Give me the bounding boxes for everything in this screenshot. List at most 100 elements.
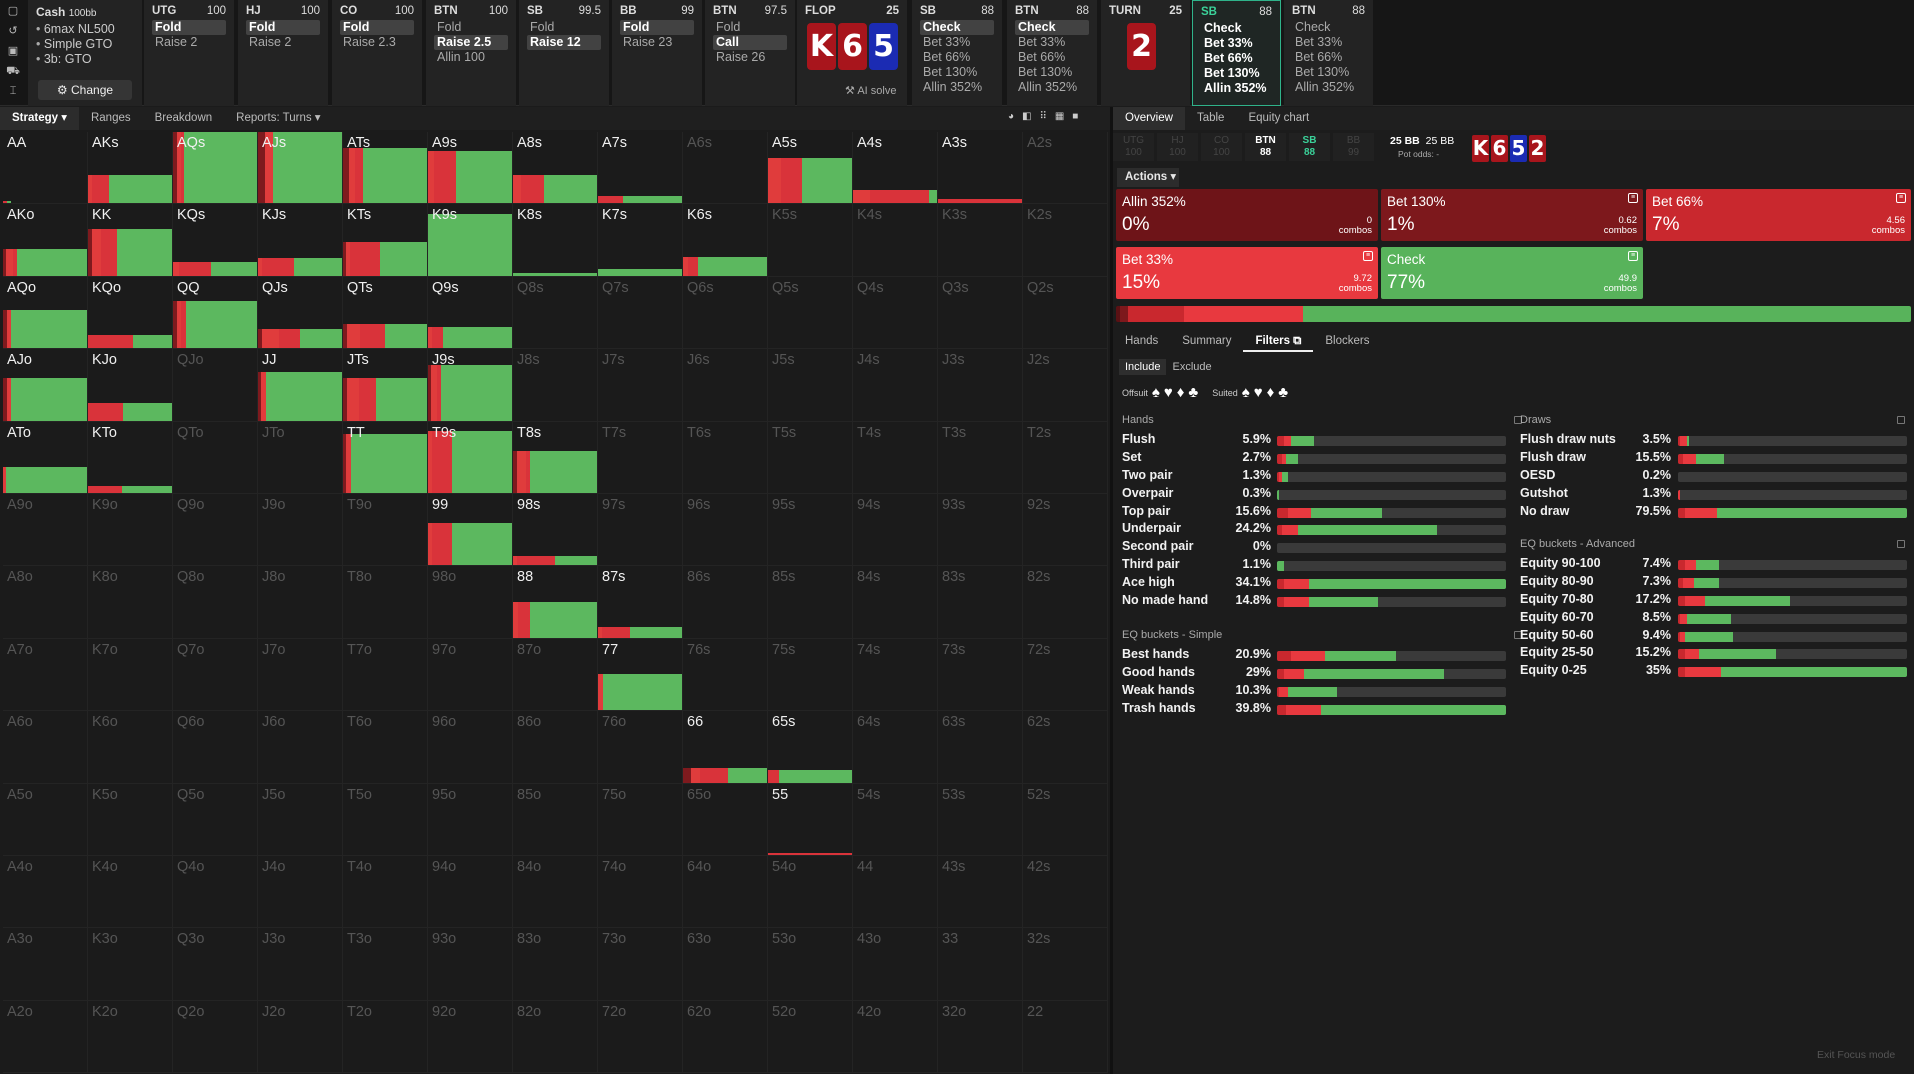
hand-cell-Q8s[interactable]: Q8s — [513, 276, 598, 350]
hand-cell-J9s[interactable]: J9s — [428, 349, 513, 422]
hand-cell-T9o[interactable]: T9o — [343, 493, 428, 567]
hand-cell-52o[interactable]: 52o — [768, 1000, 853, 1074]
hand-cell-93o[interactable]: 93o — [428, 928, 513, 1001]
hand-cell-KJs[interactable]: KJs — [258, 204, 343, 277]
hand-cell-J8s[interactable]: J8s — [513, 349, 598, 422]
stat-row[interactable]: Flush draw 15.5% — [1520, 450, 1907, 468]
exclude-toggle[interactable]: Exclude — [1172, 361, 1212, 373]
hand-cell-A9o[interactable]: A9o — [3, 493, 88, 567]
stat-row[interactable]: Trash hands 39.8% — [1122, 701, 1522, 719]
hand-cell-K3s[interactable]: K3s — [938, 204, 1023, 277]
hand-cell-T5o[interactable]: T5o — [343, 783, 428, 856]
stat-row[interactable]: Best hands 20.9% — [1122, 647, 1522, 665]
hand-cell-63o[interactable]: 63o — [683, 928, 768, 1001]
hand-cell-Q9o[interactable]: Q9o — [173, 493, 258, 567]
hand-cell-J2o[interactable]: J2o — [258, 1000, 343, 1074]
hand-cell-A5o[interactable]: A5o — [3, 783, 88, 856]
tab-table[interactable]: Table — [1196, 112, 1225, 124]
hand-cell-T9s[interactable]: T9s — [428, 421, 513, 494]
stat-row[interactable]: Third pair 1.1% — [1122, 557, 1522, 575]
hand-cell-K2s[interactable]: K2s — [1023, 204, 1108, 277]
toggle-icon[interactable] — [1897, 540, 1905, 548]
hand-cell-J6s[interactable]: J6s — [683, 349, 768, 422]
action-option[interactable]: Check — [920, 20, 994, 35]
stat-row[interactable]: Second pair 0% — [1122, 539, 1522, 557]
stat-row[interactable]: Good hands 29% — [1122, 665, 1522, 683]
hand-cell-K4s[interactable]: K4s — [853, 204, 938, 277]
stat-row[interactable]: Overpair 0.3% — [1122, 486, 1522, 504]
expand-icon[interactable]: ≡ — [1363, 251, 1373, 261]
hand-cell-A3o[interactable]: A3o — [3, 928, 88, 1001]
hand-cell-Q5s[interactable]: Q5s — [768, 276, 853, 350]
stat-row[interactable]: Flush draw nuts 3.5% — [1520, 432, 1907, 450]
hand-cell-Q4o[interactable]: Q4o — [173, 855, 258, 929]
hand-cell-J4s[interactable]: J4s — [853, 349, 938, 422]
hand-cell-QTs[interactable]: QTs — [343, 276, 428, 350]
hand-cell-T3s[interactable]: T3s — [938, 421, 1023, 494]
stat-row[interactable]: Equity 80-90 7.3% — [1520, 574, 1907, 592]
hand-cell-92o[interactable]: 92o — [428, 1000, 513, 1074]
hand-cell-ATo[interactable]: ATo — [3, 421, 88, 494]
expand-icon[interactable]: ≡ — [1896, 193, 1906, 203]
action-option[interactable]: Fold — [530, 20, 555, 34]
hand-cell-K6o[interactable]: K6o — [88, 711, 173, 784]
hand-cell-Q4s[interactable]: Q4s — [853, 276, 938, 350]
hand-cell-75s[interactable]: 75s — [768, 638, 853, 712]
action-option[interactable]: Fold — [340, 20, 414, 35]
tab-blockers[interactable]: Blockers — [1325, 335, 1370, 347]
hand-cell-32s[interactable]: 32s — [1023, 928, 1108, 1001]
save-icon[interactable]: ▣ — [7, 45, 19, 57]
hand-cell-T4s[interactable]: T4s — [853, 421, 938, 494]
hand-cell-A3s[interactable]: A3s — [938, 132, 1023, 205]
hand-cell-JTo[interactable]: JTo — [258, 421, 343, 494]
action-option[interactable]: Fold — [152, 20, 226, 35]
action-option[interactable]: Bet 66% — [1204, 51, 1253, 65]
heart-icon[interactable]: ♥ — [1163, 384, 1173, 401]
action-option[interactable]: Bet 33% — [1295, 35, 1343, 49]
next-action-btn[interactable]: BTN 88 Check Bet 33% Bet 66% Bet 130% All… — [1284, 0, 1373, 106]
tab-strategy[interactable]: Strategy ▾ — [0, 107, 79, 130]
action-column[interactable]: UTG 100 Fold Raise 2 — [144, 0, 234, 106]
action-option[interactable]: Allin 352% — [1295, 80, 1355, 94]
hand-cell-92s[interactable]: 92s — [1023, 493, 1108, 567]
hand-cell-T8s[interactable]: T8s — [513, 421, 598, 494]
hand-cell-88[interactable]: 88 — [513, 566, 598, 639]
club-icon[interactable]: ♣ — [1188, 384, 1199, 401]
hand-cell-75o[interactable]: 75o — [598, 783, 683, 856]
hand-cell-JJ[interactable]: JJ — [258, 349, 343, 422]
hand-cell-83s[interactable]: 83s — [938, 566, 1023, 639]
tab-summary[interactable]: Summary — [1182, 335, 1232, 347]
action-column[interactable]: SB 99.5 Fold Raise 12 — [519, 0, 609, 106]
hand-cell-KQs[interactable]: KQs — [173, 204, 258, 277]
hand-cell-AJs[interactable]: AJs — [258, 132, 343, 205]
actions-dropdown[interactable]: Actions ▾ — [1117, 168, 1179, 187]
hand-cell-A2s[interactable]: A2s — [1023, 132, 1108, 205]
hand-cell-T3o[interactable]: T3o — [343, 928, 428, 1001]
hand-cell-ATs[interactable]: ATs — [343, 132, 428, 205]
tab-reports[interactable]: Reports: Turns ▾ — [236, 112, 321, 124]
action-option[interactable]: Raise 23 — [623, 35, 673, 49]
hand-cell-83o[interactable]: 83o — [513, 928, 598, 1001]
hand-cell-T5s[interactable]: T5s — [768, 421, 853, 494]
hand-cell-33[interactable]: 33 — [938, 928, 1023, 1001]
hand-cell-AQs[interactable]: AQs — [173, 132, 258, 205]
hand-cell-72s[interactable]: 72s — [1023, 638, 1108, 712]
hand-cell-64s[interactable]: 64s — [853, 711, 938, 784]
stat-row[interactable]: Ace high 34.1% — [1122, 575, 1522, 593]
hand-cell-T4o[interactable]: T4o — [343, 855, 428, 929]
action-option[interactable]: Bet 130% — [923, 65, 978, 79]
action-option[interactable]: Allin 352% — [1204, 81, 1267, 95]
hand-cell-97o[interactable]: 97o — [428, 638, 513, 712]
stat-row[interactable]: Flush 5.9% — [1122, 432, 1522, 450]
hand-cell-84o[interactable]: 84o — [513, 855, 598, 929]
hand-cell-J3s[interactable]: J3s — [938, 349, 1023, 422]
suited-club-icon[interactable]: ♣ — [1278, 384, 1289, 401]
stat-row[interactable]: Equity 60-70 8.5% — [1520, 610, 1907, 628]
hand-cell-86o[interactable]: 86o — [513, 711, 598, 784]
car-icon[interactable]: ⛟ — [6, 65, 20, 77]
hand-cell-A4o[interactable]: A4o — [3, 855, 88, 929]
hand-cell-Q8o[interactable]: Q8o — [173, 566, 258, 639]
action-option[interactable]: Bet 130% — [1204, 66, 1260, 80]
copy-icon[interactable]: ⧉ — [1293, 335, 1302, 347]
hand-cell-J5s[interactable]: J5s — [768, 349, 853, 422]
